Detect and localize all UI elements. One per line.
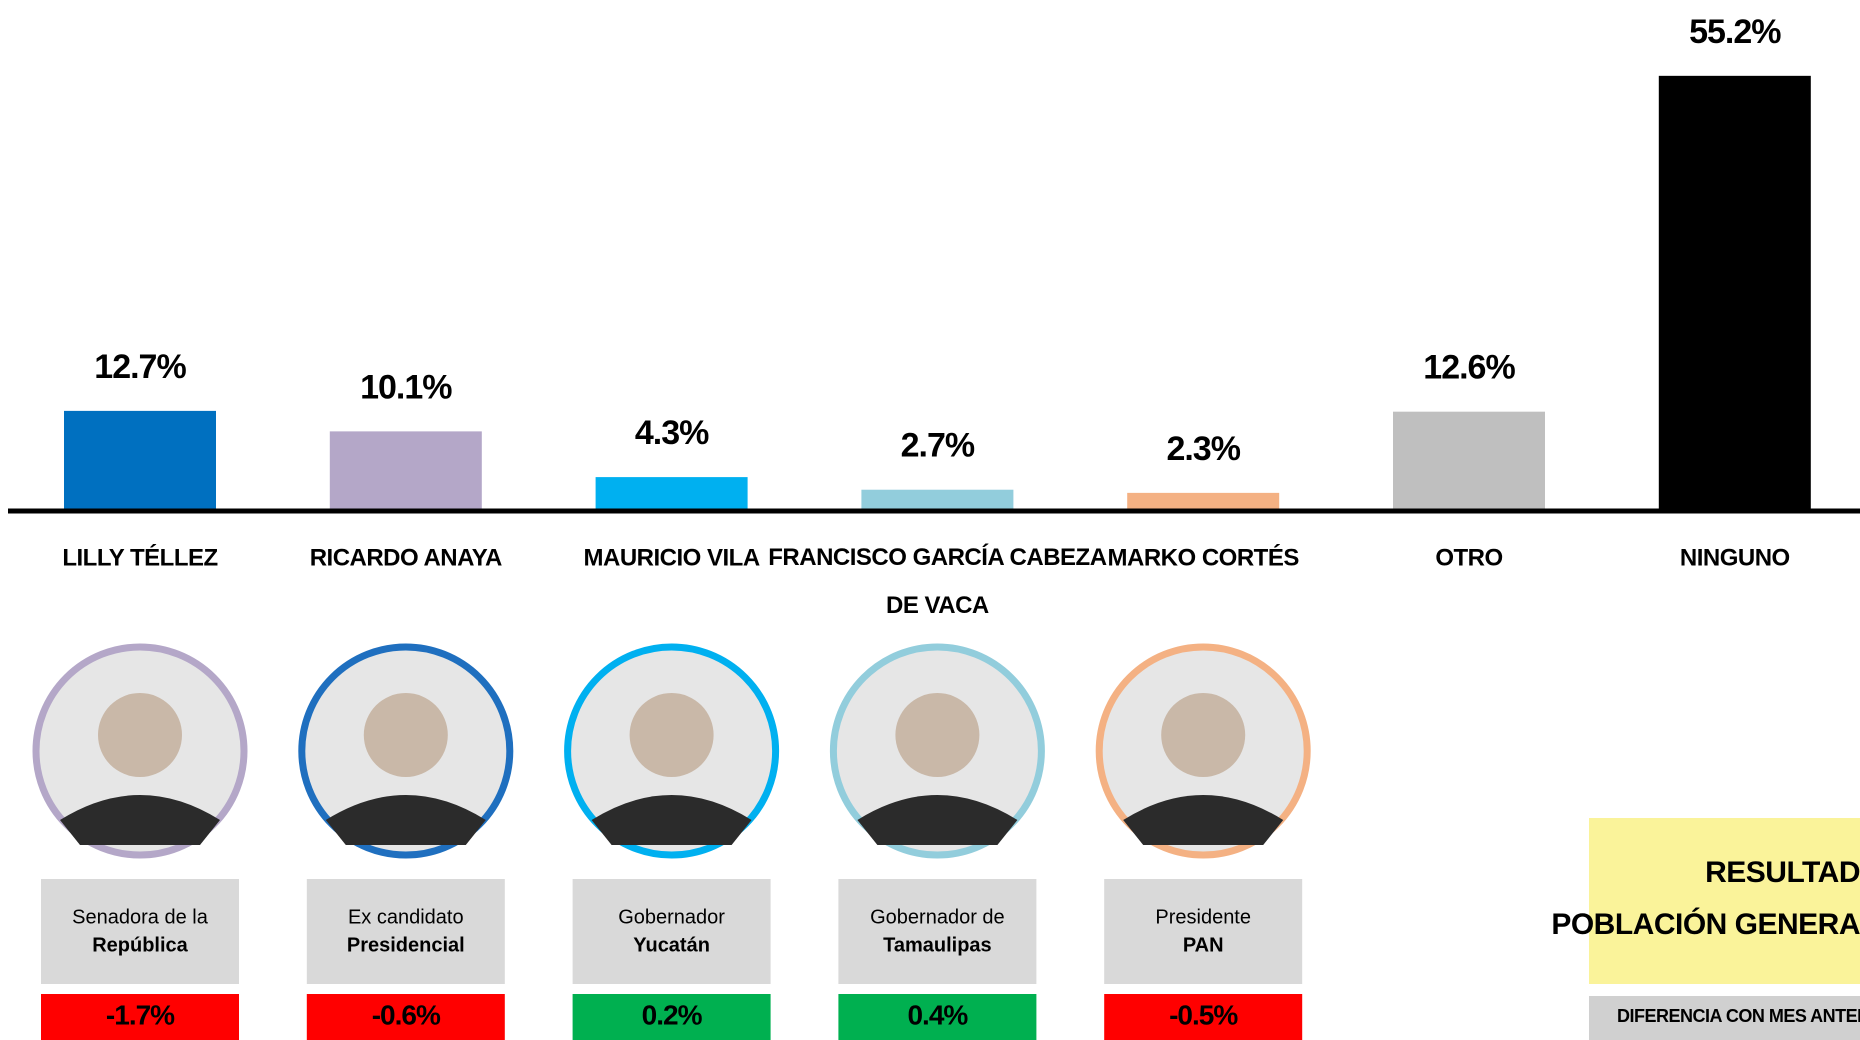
diff-label: -1.7% [106, 999, 175, 1030]
office: Tamaulipas [883, 934, 992, 956]
diff-box [306, 994, 505, 1040]
value-label: 2.3% [1166, 430, 1240, 468]
portrait-head [363, 693, 448, 777]
office: Presidencial [347, 934, 465, 956]
bar [1393, 411, 1545, 511]
bar [64, 410, 216, 511]
role: Ex candidato [348, 906, 464, 928]
description-box [1104, 879, 1303, 984]
diff-label: -0.5% [1169, 999, 1238, 1030]
bar [1127, 492, 1280, 511]
role: Gobernador de [870, 906, 1005, 928]
value-label: 12.6% [1423, 349, 1515, 387]
diff-box [1104, 994, 1303, 1040]
description-box [838, 879, 1037, 984]
portrait-head [1161, 693, 1246, 777]
diff-box [41, 994, 239, 1040]
diff-box [572, 994, 771, 1040]
office: República [92, 934, 188, 956]
bar [861, 489, 1014, 511]
value-label: 10.1% [360, 368, 452, 406]
x-tick-label: RICARDO ANAYA [310, 544, 502, 571]
x-tick-label: OTRO [1435, 544, 1502, 571]
value-label: 4.3% [635, 414, 709, 452]
portrait-head [629, 693, 714, 777]
description-box [306, 879, 505, 984]
role: Presidente [1155, 906, 1251, 928]
value-label: 2.7% [901, 427, 975, 465]
role: Senadora de la [72, 906, 209, 928]
legend-note-box [1589, 996, 1860, 1040]
portrait-body [591, 795, 752, 845]
description-box [41, 879, 239, 984]
office: Yucatán [633, 934, 710, 956]
x-tick-label: LILLY TÉLLEZ [62, 543, 217, 571]
portrait-body [857, 795, 1018, 845]
portrait-body [60, 795, 220, 845]
diff-label: 0.4% [907, 999, 968, 1030]
portrait-body [325, 795, 486, 845]
value-label: 55.2% [1689, 13, 1781, 51]
bar [1658, 75, 1811, 511]
bar [329, 431, 482, 511]
diff-label: 0.2% [642, 999, 703, 1030]
legend-title: RESULTAD [1705, 856, 1860, 889]
legend-box [1589, 818, 1860, 984]
x-tick-label: MARKO CORTÉS [1108, 543, 1300, 571]
x-tick-label: NINGUNO [1680, 544, 1790, 571]
legend-title: POBLACIÓN GENERA [1551, 907, 1860, 941]
portrait-head [98, 693, 182, 777]
legend-note: DIFERENCIA CON MES ANTERIO [1617, 1006, 1860, 1026]
portrait-body [1123, 795, 1284, 845]
bar [595, 477, 748, 511]
diff-box [838, 994, 1037, 1040]
x-tick-label: FRANCISCO GARCÍA CABEZA DE VACA [768, 543, 1106, 619]
value-label: 12.7% [94, 348, 186, 386]
role: Gobernador [618, 906, 725, 928]
x-tick-label: MAURICIO VILA [584, 544, 760, 571]
office: PAN [1183, 934, 1224, 956]
portrait-head [895, 693, 980, 777]
diff-label: -0.6% [372, 999, 441, 1030]
description-box [572, 879, 771, 984]
